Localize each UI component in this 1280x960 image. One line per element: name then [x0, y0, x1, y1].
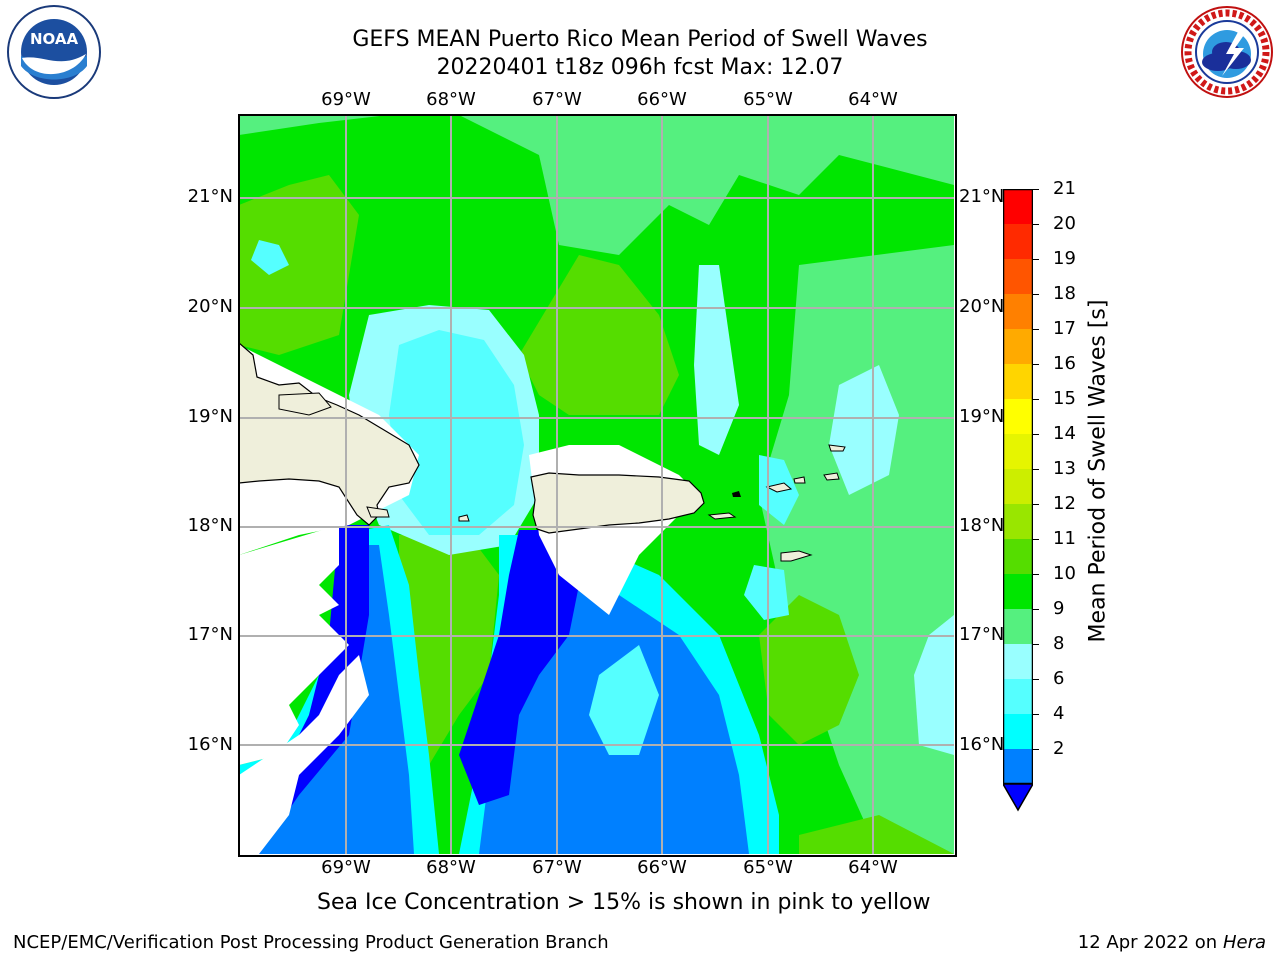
- colorbar-swatches: [1002, 188, 1034, 785]
- colorbar-swatch: [1003, 434, 1033, 469]
- colorbar-tick-label: 15: [1053, 388, 1076, 409]
- lon-label-top: 64°W: [848, 89, 898, 110]
- colorbar-tick-mark: [1033, 189, 1039, 190]
- colorbar-tick-mark: [1033, 224, 1039, 225]
- lat-label-right: 17°N: [959, 624, 1005, 645]
- colorbar-tick-label: 12: [1053, 493, 1076, 514]
- colorbar-swatch: [1003, 189, 1033, 224]
- colorbar-tick-label: 4: [1053, 703, 1065, 724]
- colorbar-tick-mark: [1033, 329, 1039, 330]
- colorbar-tick-mark: [1033, 749, 1039, 750]
- colorbar-swatch: [1003, 224, 1033, 259]
- colorbar-swatch: [1003, 539, 1033, 574]
- colorbar-tick-label: 21: [1053, 178, 1076, 199]
- colorbar-tick-label: 13: [1053, 458, 1076, 479]
- colorbar-tick-mark: [1033, 434, 1039, 435]
- colorbar-swatch: [1003, 644, 1033, 679]
- colorbar-tick-label: 11: [1053, 528, 1076, 549]
- colorbar-tick-mark: [1033, 679, 1039, 680]
- colorbar-tick-mark: [1033, 259, 1039, 260]
- colorbar-swatch: [1003, 364, 1033, 399]
- lon-label-bottom: 65°W: [743, 857, 793, 878]
- lon-label-bottom: 64°W: [848, 857, 898, 878]
- lat-label-right: 21°N: [959, 186, 1005, 207]
- colorbar-swatch: [1003, 574, 1033, 609]
- footer-date: 12 Apr 2022 on Hera: [1078, 932, 1266, 953]
- lon-label-top: 67°W: [532, 89, 582, 110]
- lon-label-bottom: 66°W: [637, 857, 687, 878]
- lat-label-left: 20°N: [187, 296, 233, 317]
- map-grid: [239, 115, 954, 854]
- colorbar-swatch: [1003, 714, 1033, 749]
- lon-label-bottom: 67°W: [532, 857, 582, 878]
- map-subtitle: 20220401 t18z 096h fcst Max: 12.07: [436, 55, 844, 80]
- colorbar-tick-label: 2: [1053, 738, 1065, 759]
- lat-label-left: 16°N: [187, 734, 233, 755]
- map-title: GEFS MEAN Puerto Rico Mean Period of Swe…: [352, 27, 928, 52]
- colorbar-swatch: [1003, 749, 1033, 784]
- colorbar-tick-label: 17: [1053, 318, 1076, 339]
- colorbar-swatch: [1003, 329, 1033, 364]
- noaa-logo-text: NOAA: [30, 30, 79, 48]
- colorbar-tick-mark: [1033, 364, 1039, 365]
- footer-host: Hera: [1222, 932, 1266, 953]
- colorbar-tick-label: 20: [1053, 213, 1076, 234]
- lat-label-right: 16°N: [959, 734, 1005, 755]
- lon-label-top: 65°W: [743, 89, 793, 110]
- footer-branch: NCEP/EMC/Verification Post Processing Pr…: [13, 932, 609, 953]
- nws-logo: [1178, 4, 1276, 100]
- colorbar-tick-label: 8: [1053, 633, 1065, 654]
- colorbar-swatch: [1003, 469, 1033, 504]
- footer-date-text: 12 Apr 2022 on: [1077, 932, 1223, 953]
- noaa-logo: NOAA: [4, 4, 104, 100]
- colorbar-tick-label: 10: [1053, 563, 1076, 584]
- colorbar-tick-mark: [1033, 539, 1039, 540]
- colorbar-tick-mark: [1033, 469, 1039, 470]
- colorbar-tick-label: 6: [1053, 668, 1065, 689]
- colorbar-swatch: [1003, 294, 1033, 329]
- lon-label-top: 69°W: [321, 89, 371, 110]
- lon-label-bottom: 69°W: [321, 857, 371, 878]
- colorbar-tick-label: 14: [1053, 423, 1076, 444]
- lat-label-left: 21°N: [187, 186, 233, 207]
- lat-label-left: 19°N: [187, 406, 233, 427]
- colorbar-tick-mark: [1033, 644, 1039, 645]
- colorbar-swatch: [1003, 679, 1033, 714]
- lat-label-right: 20°N: [959, 296, 1005, 317]
- colorbar-tick-label: 18: [1053, 283, 1076, 304]
- lon-label-top: 66°W: [637, 89, 687, 110]
- colorbar-tick-mark: [1033, 609, 1039, 610]
- colorbar-swatch: [1003, 399, 1033, 434]
- colorbar-label: Mean Period of Swell Waves [s]: [1085, 299, 1111, 643]
- lat-label-left: 18°N: [187, 515, 233, 536]
- colorbar-tick-mark: [1033, 294, 1039, 295]
- colorbar-tick-mark: [1033, 574, 1039, 575]
- colorbar-swatch: [1003, 504, 1033, 539]
- colorbar: [1002, 188, 1034, 785]
- lat-label-right: 18°N: [959, 515, 1005, 536]
- lon-label-bottom: 68°W: [426, 857, 476, 878]
- colorbar-swatch: [1003, 609, 1033, 644]
- colorbar-tick-mark: [1033, 714, 1039, 715]
- colorbar-tick-mark: [1033, 504, 1039, 505]
- lon-label-top: 68°W: [426, 89, 476, 110]
- colorbar-tick-label: 16: [1053, 353, 1076, 374]
- map-panel: [239, 115, 954, 854]
- lat-label-left: 17°N: [187, 624, 233, 645]
- sea-ice-annotation: Sea Ice Concentration > 15% is shown in …: [317, 890, 931, 915]
- colorbar-swatch: [1003, 259, 1033, 294]
- colorbar-tick-label: 9: [1053, 598, 1065, 619]
- colorbar-tick-label: 19: [1053, 248, 1076, 269]
- lat-label-right: 19°N: [959, 406, 1005, 427]
- colorbar-under-triangle: [1001, 783, 1035, 816]
- colorbar-tick-mark: [1033, 399, 1039, 400]
